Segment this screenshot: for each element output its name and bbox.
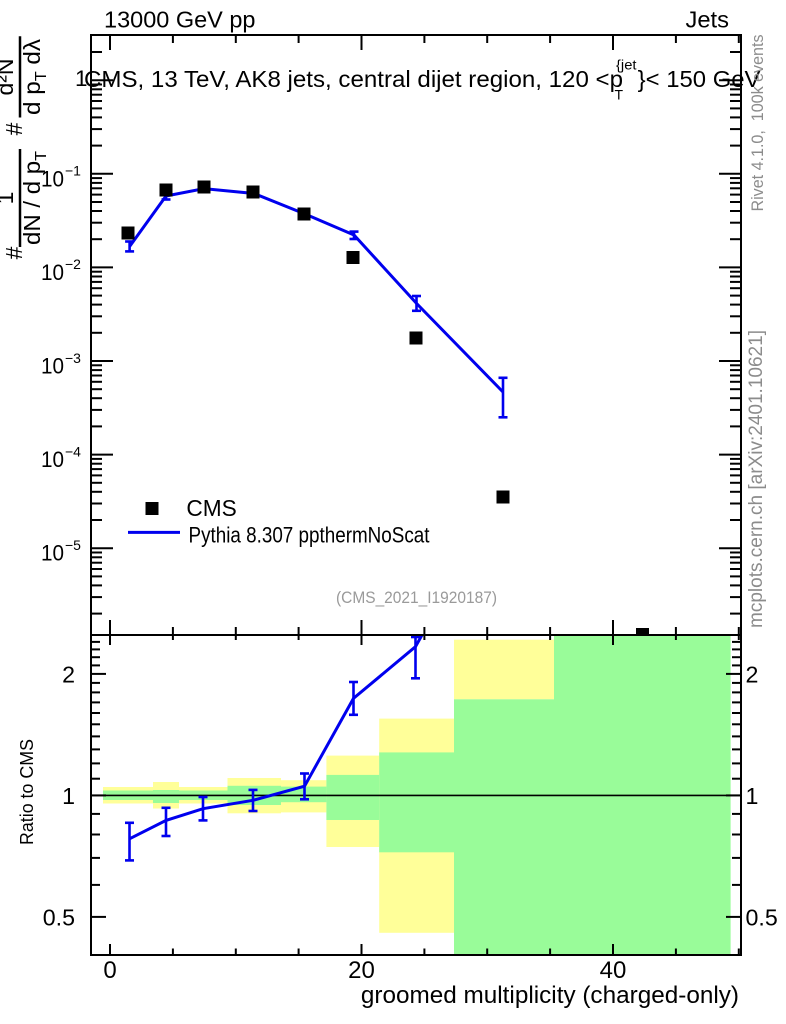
svg-text:13000 GeV pp: 13000 GeV pp <box>104 7 256 33</box>
svg-text:10: 10 <box>41 354 64 379</box>
svg-text:10: 10 <box>41 541 64 566</box>
svg-text:−1: −1 <box>65 163 81 179</box>
svg-text:−2: −2 <box>65 256 81 272</box>
svg-text:d²N: d²N <box>0 58 18 95</box>
svg-text:(CMS_2021_I1920187): (CMS_2021_I1920187) <box>336 589 497 607</box>
svg-text:dN / d pT: dN / d pT <box>19 150 50 245</box>
svg-text:Ratio to CMS: Ratio to CMS <box>17 739 37 845</box>
svg-text:10: 10 <box>41 166 64 191</box>
svg-text:Pythia 8.307 ppthermNoScat: Pythia 8.307 ppthermNoScat <box>189 523 430 548</box>
svg-text:0: 0 <box>103 957 116 984</box>
svg-text:Rivet 4.1.0, 100k events: Rivet 4.1.0, 100k events <box>749 35 767 212</box>
svg-text:CMS, 13 TeV, AK8 jets, central: CMS, 13 TeV, AK8 jets, central dijet reg… <box>84 66 623 92</box>
svg-text:20: 20 <box>348 957 375 984</box>
svg-text:2: 2 <box>62 662 75 688</box>
svg-text:10: 10 <box>41 260 64 285</box>
svg-text:1: 1 <box>75 66 88 91</box>
svg-text:−5: −5 <box>65 537 81 553</box>
svg-text:T: T <box>615 86 624 102</box>
svg-text:40: 40 <box>600 957 627 984</box>
svg-text:{jet: {jet <box>616 58 637 73</box>
svg-text:0.5: 0.5 <box>43 905 75 931</box>
svg-text:mcplots.cern.ch [arXiv:2401.10: mcplots.cern.ch [arXiv:2401.10621] <box>746 330 767 628</box>
svg-text:1: 1 <box>0 192 18 205</box>
svg-text:groomed multiplicity (charged-: groomed multiplicity (charged-only) <box>361 982 739 1009</box>
svg-text:#: # <box>1 122 27 135</box>
svg-text:10: 10 <box>41 447 64 472</box>
svg-text:#: # <box>1 246 27 259</box>
svg-text:−3: −3 <box>65 350 81 366</box>
svg-text:1: 1 <box>746 783 759 809</box>
svg-text:2: 2 <box>746 662 759 688</box>
svg-text:Jets: Jets <box>686 7 730 33</box>
svg-text:0.5: 0.5 <box>746 905 778 931</box>
svg-text:−4: −4 <box>65 443 81 459</box>
svg-text:1: 1 <box>62 783 75 809</box>
svg-text:CMS: CMS <box>186 495 236 521</box>
svg-text:}< 150 GeV: }< 150 GeV <box>638 66 761 92</box>
